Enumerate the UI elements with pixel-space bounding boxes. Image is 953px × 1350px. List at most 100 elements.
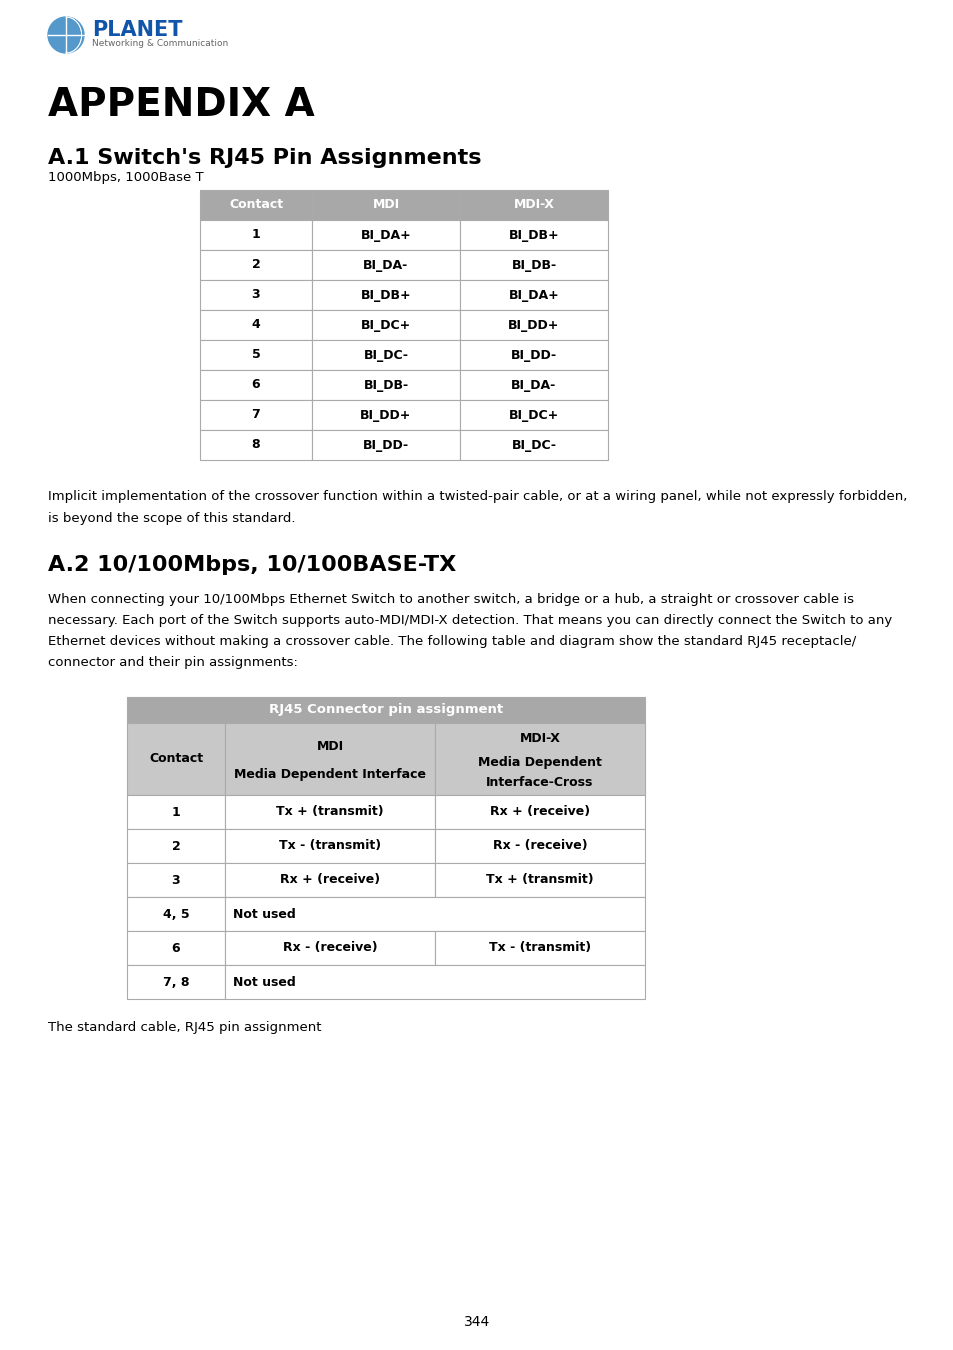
Text: 5: 5 [252,348,260,362]
Text: MDI: MDI [372,198,399,212]
Text: 6: 6 [172,941,180,954]
Text: Media Dependent: Media Dependent [477,756,601,770]
Bar [459,340,607,370]
Text: BI_DA-: BI_DA- [363,258,408,271]
Bar [312,310,459,340]
Circle shape [48,18,84,53]
Text: Tx + (transmit): Tx + (transmit) [486,873,593,887]
Text: BI_DC-: BI_DC- [363,348,408,362]
Text: 6: 6 [252,378,260,392]
Bar [200,279,312,310]
Bar [459,310,607,340]
Bar [312,250,459,279]
Text: 3: 3 [172,873,180,887]
Text: 3: 3 [252,289,260,301]
Text: is beyond the scope of this standard.: is beyond the scope of this standard. [48,512,295,525]
Bar [200,370,312,400]
Text: Rx + (receive): Rx + (receive) [490,806,590,818]
Text: Tx - (transmit): Tx - (transmit) [278,840,380,852]
Text: Contact: Contact [149,752,203,765]
Text: MDI-X: MDI-X [513,198,554,212]
Text: Media Dependent Interface: Media Dependent Interface [233,768,426,782]
Text: 1: 1 [172,806,180,818]
Bar [200,250,312,279]
Text: BI_DA+: BI_DA+ [360,228,411,242]
Text: 2: 2 [172,840,180,852]
Text: 7: 7 [252,409,260,421]
Bar [312,190,459,220]
Text: 2: 2 [252,258,260,271]
Text: BI_DC-: BI_DC- [511,439,556,451]
Bar [200,220,312,250]
Bar [435,863,644,896]
Bar [200,340,312,370]
Bar [200,431,312,460]
Text: The standard cable, RJ45 pin assignment: The standard cable, RJ45 pin assignment [48,1021,321,1034]
Text: BI_DD-: BI_DD- [362,439,409,451]
Text: BI_DD+: BI_DD+ [508,319,559,332]
Bar [225,863,435,896]
Text: BI_DD+: BI_DD+ [360,409,412,421]
Text: When connecting your 10/100Mbps Ethernet Switch to another switch, a bridge or a: When connecting your 10/100Mbps Ethernet… [48,593,853,606]
Text: BI_DB+: BI_DB+ [508,228,558,242]
Text: necessary. Each port of the Switch supports auto-MDI/MDI-X detection. That means: necessary. Each port of the Switch suppo… [48,614,891,626]
Text: Contact: Contact [229,198,283,212]
Bar [312,340,459,370]
Text: 4, 5: 4, 5 [163,907,189,921]
Text: Interface-Cross: Interface-Cross [486,775,593,788]
Text: 344: 344 [463,1315,490,1328]
Bar [312,279,459,310]
Bar [127,965,225,999]
Text: MDI: MDI [316,740,343,752]
Text: Rx + (receive): Rx + (receive) [279,873,379,887]
Text: BI_DC+: BI_DC+ [360,319,411,332]
Text: Implicit implementation of the crossover function within a twisted-pair cable, o: Implicit implementation of the crossover… [48,490,906,504]
Bar [127,931,225,965]
Text: 1000Mbps, 1000Base T: 1000Mbps, 1000Base T [48,171,203,185]
Text: Rx - (receive): Rx - (receive) [492,840,587,852]
Bar [225,795,435,829]
Bar [200,190,312,220]
Bar [200,310,312,340]
Bar [459,431,607,460]
Text: A.1 Switch's RJ45 Pin Assignments: A.1 Switch's RJ45 Pin Assignments [48,148,481,167]
Text: Not used: Not used [233,976,295,988]
Text: 7, 8: 7, 8 [163,976,189,988]
Text: 8: 8 [252,439,260,451]
Text: BI_DC+: BI_DC+ [508,409,558,421]
Bar [459,250,607,279]
Text: BI_DA+: BI_DA+ [508,289,558,301]
Text: BI_DB-: BI_DB- [511,258,556,271]
Text: BI_DB-: BI_DB- [363,378,408,392]
Bar [459,370,607,400]
Text: 4: 4 [252,319,260,332]
Bar [312,431,459,460]
Bar [225,965,644,999]
Text: BI_DB+: BI_DB+ [360,289,411,301]
Text: Not used: Not used [233,907,295,921]
Bar [127,795,225,829]
Text: RJ45 Connector pin assignment: RJ45 Connector pin assignment [269,703,502,717]
Text: connector and their pin assignments:: connector and their pin assignments: [48,656,297,670]
Text: 1: 1 [252,228,260,242]
Bar [127,896,225,932]
Bar [312,220,459,250]
Bar [459,400,607,431]
Bar [435,829,644,863]
Bar [127,697,644,724]
Text: Networking & Communication: Networking & Communication [91,39,228,49]
Bar [435,931,644,965]
Bar [435,795,644,829]
Text: PLANET: PLANET [91,20,182,40]
Text: MDI-X: MDI-X [519,732,559,745]
Text: APPENDIX A: APPENDIX A [48,86,314,124]
Bar [459,279,607,310]
Text: Tx + (transmit): Tx + (transmit) [276,806,383,818]
Bar [200,400,312,431]
Text: Ethernet devices without making a crossover cable. The following table and diagr: Ethernet devices without making a crosso… [48,634,856,648]
Bar [127,863,225,896]
Text: Tx - (transmit): Tx - (transmit) [489,941,591,954]
Text: BI_DD-: BI_DD- [511,348,557,362]
Bar [127,829,225,863]
Bar [225,829,435,863]
